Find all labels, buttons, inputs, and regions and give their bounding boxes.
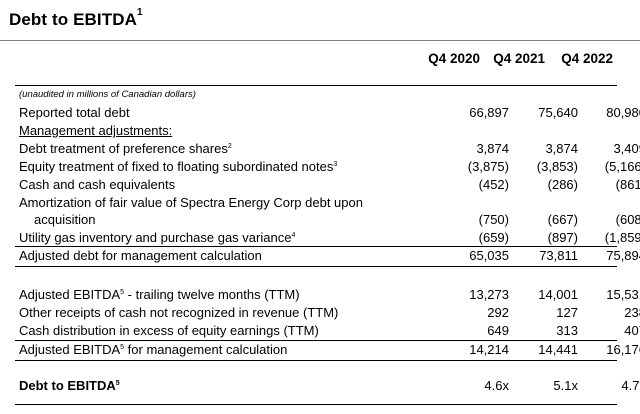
cell-value: 14,214: [469, 342, 509, 357]
table-row: Adjusted EBITDA5 - trailing twelve month…: [19, 286, 640, 304]
units-note-row: (unaudited in millions of Canadian dolla…: [19, 86, 619, 104]
cell-value: (286): [547, 177, 578, 192]
row-label: Other receipts of cash not recognized in…: [19, 305, 339, 320]
section-label: Management adjustments:: [19, 123, 173, 138]
cell-value: 4.6x: [484, 378, 509, 393]
table-row: Equity treatment of fixed to floating su…: [19, 158, 640, 176]
cell-value: 3,874: [476, 141, 509, 156]
row-label: Debt to EBITDA5: [19, 378, 120, 393]
cell-value: 3,409: [613, 141, 640, 156]
cell-value: (608): [615, 212, 640, 227]
cell-value: 4.7x: [621, 378, 640, 393]
units-note: (unaudited in millions of Canadian dolla…: [19, 89, 196, 100]
table-row: Cash and cash equivalents (452) (286) (8…: [19, 176, 640, 194]
table-row: Adjusted EBITDA5 for management calculat…: [19, 341, 640, 359]
table-row: Other receipts of cash not recognized in…: [19, 304, 640, 322]
table-row: Amortization of fair value of Spectra En…: [19, 194, 619, 212]
row-label: Reported total debt: [19, 105, 130, 120]
row-label: Cash distribution in excess of equity ea…: [19, 323, 319, 338]
cell-value: 65,035: [469, 248, 509, 263]
section-rule: [15, 266, 617, 267]
row-label: Adjusted debt for management calculation: [19, 248, 262, 263]
column-header-q4-2022: Q4 2022: [561, 51, 613, 66]
cell-value: (897): [547, 230, 578, 245]
table-row: Reported total debt 66,897 75,640 80,980: [19, 104, 640, 122]
row-label: Amortization of fair value of Spectra En…: [19, 195, 363, 210]
section-rule: [15, 360, 617, 361]
cell-value: 14,441: [538, 342, 578, 357]
table-row: Utility gas inventory and purchase gas v…: [19, 229, 640, 247]
cell-value: 5.1x: [553, 378, 578, 393]
row-label: Utility gas inventory and purchase gas v…: [19, 230, 296, 245]
page-title: Debt to EBITDA1: [9, 7, 143, 29]
cell-value: (5,166): [604, 159, 640, 174]
cell-value: 407: [624, 323, 640, 338]
cell-value: 15,531: [606, 287, 640, 302]
cell-value: 14,001: [538, 287, 578, 302]
cell-value: 313: [556, 323, 578, 338]
table-row: Debt treatment of preference shares2 3,8…: [19, 140, 640, 158]
cell-value: 238: [624, 305, 640, 320]
subtotal-rule: [15, 246, 617, 247]
cell-value: (659): [478, 230, 509, 245]
cell-value: 75,640: [538, 105, 578, 120]
row-label: Cash and cash equivalents: [19, 177, 176, 192]
cell-value: (667): [547, 212, 578, 227]
subtotal-rule: [15, 340, 617, 341]
column-header-q4-2021: Q4 2021: [493, 51, 545, 66]
table-row: Management adjustments:: [19, 122, 619, 140]
row-label: Adjusted EBITDA5 for management calculat…: [19, 342, 288, 357]
table-row: acquisition (750) (667) (608): [19, 211, 640, 229]
table-row: Adjusted debt for management calculation…: [19, 247, 640, 265]
title-divider: [0, 40, 640, 41]
cell-value: 649: [487, 323, 509, 338]
row-label: Debt treatment of preference shares2: [19, 141, 232, 156]
row-label-continued: acquisition: [34, 212, 96, 227]
cell-value: 3,874: [545, 141, 578, 156]
cell-value: (1,859): [604, 230, 640, 245]
cell-value: (452): [478, 177, 509, 192]
row-label: Equity treatment of fixed to floating su…: [19, 159, 338, 174]
cell-value: (3,875): [467, 159, 509, 174]
cell-value: 73,811: [539, 248, 578, 263]
table-bottom-rule: [15, 404, 617, 405]
cell-value: 16,176: [606, 342, 640, 357]
table-top-rule: [15, 85, 617, 86]
cell-value: (3,853): [536, 159, 578, 174]
table-row: Cash distribution in excess of equity ea…: [19, 322, 640, 340]
cell-value: (861): [615, 177, 640, 192]
cell-value: 66,897: [469, 105, 509, 120]
row-label: Adjusted EBITDA5 - trailing twelve month…: [19, 287, 300, 302]
cell-value: (750): [478, 212, 509, 227]
cell-value: 13,273: [469, 287, 509, 302]
column-header-q4-2020: Q4 2020: [428, 51, 480, 66]
table-row: Debt to EBITDA5 4.6x 5.1x 4.7x: [19, 377, 640, 395]
cell-value: 75,894: [606, 248, 640, 263]
cell-value: 127: [556, 305, 578, 320]
cell-value: 80,980: [606, 105, 640, 120]
cell-value: 292: [487, 305, 509, 320]
